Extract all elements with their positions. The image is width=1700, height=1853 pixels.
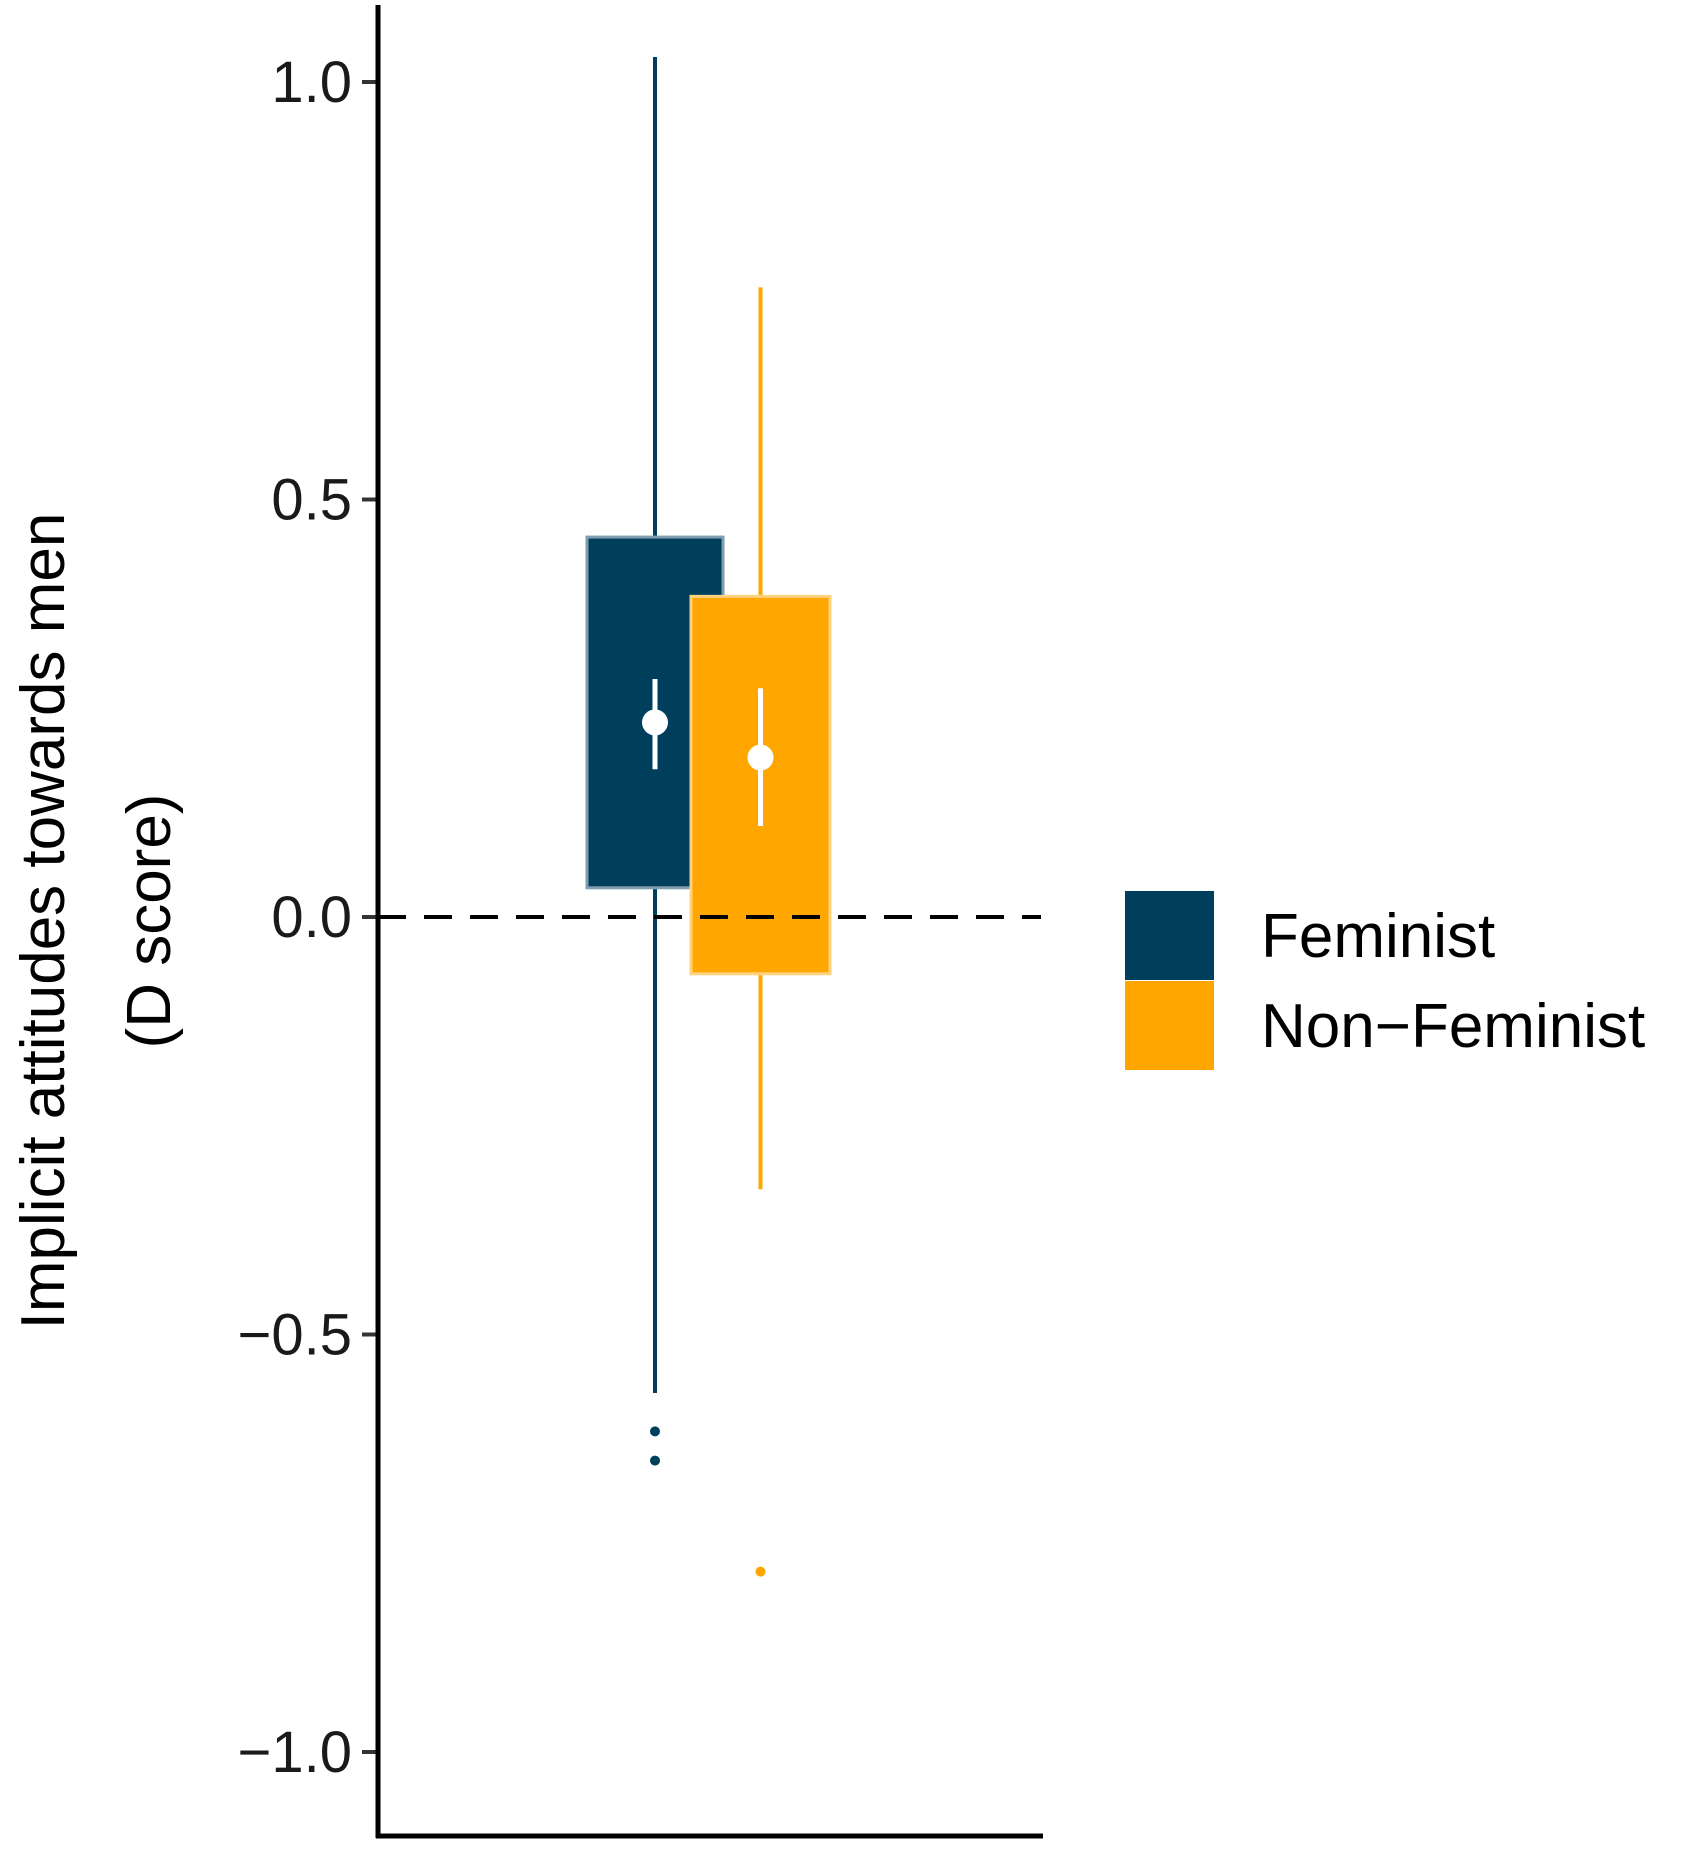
y-tick-label: 0.0 xyxy=(271,885,352,950)
outlier-point xyxy=(755,1566,766,1577)
mean-point xyxy=(747,744,774,771)
y-tick-label: −1.0 xyxy=(238,1720,353,1785)
y-tick-label: 0.5 xyxy=(271,468,352,533)
y-tick-label: −0.5 xyxy=(238,1303,353,1368)
outlier-point xyxy=(650,1426,660,1437)
plot-area xyxy=(378,56,1041,1577)
y-axis-label: Implicit attitudes towards men (D score) xyxy=(9,513,184,1330)
legend-swatch xyxy=(1125,891,1214,980)
y-axis-label-line-1: Implicit attitudes towards men xyxy=(9,513,78,1330)
mean-point xyxy=(642,709,668,736)
outlier-point xyxy=(650,1455,660,1466)
y-axis-label-line-2: (D score) xyxy=(115,794,184,1049)
legend-label: Non−Feminist xyxy=(1261,992,1645,1061)
y-axis-ticks: 1.0 0.5 0.0 −0.5 −1.0 xyxy=(238,50,378,1785)
y-tick-label: 1.0 xyxy=(271,50,352,115)
legend-swatch xyxy=(1125,981,1214,1070)
legend-label: Feminist xyxy=(1261,902,1495,971)
legend: Feminist Non−Feminist xyxy=(1125,891,1645,1070)
